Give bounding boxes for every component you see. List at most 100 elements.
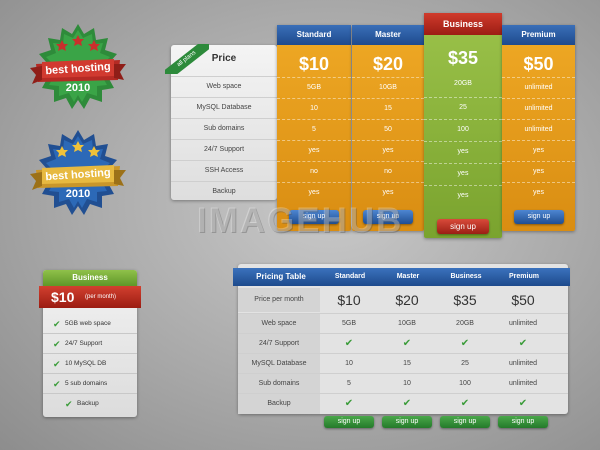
signup-button-premium[interactable]: sign up	[498, 416, 548, 428]
price-label: Price	[211, 53, 237, 64]
feature-item: ✔ Backup	[43, 394, 137, 414]
plan-name: Business	[450, 273, 482, 280]
plan-value: yes	[277, 140, 351, 160]
plan-value: unlimited	[502, 119, 575, 139]
feature-text: Backup	[77, 400, 99, 407]
checkmark-icon: ✔	[344, 398, 354, 409]
plan-value: yes	[502, 161, 575, 181]
checkmark-icon: ✔	[460, 338, 470, 349]
feature-label: 24/7 Support	[171, 139, 277, 159]
table-cell: $35	[453, 292, 477, 308]
bottom-table-header: Pricing Table Standard Master Business P…	[233, 268, 570, 286]
feature-text: 10 MySQL DB	[65, 360, 107, 367]
plan-name: Premium	[502, 25, 575, 45]
feature-text: 5GB web space	[65, 320, 111, 327]
signup-button-standard[interactable]: sign up	[289, 210, 339, 224]
plan-price: $10	[298, 54, 330, 74]
feature-label: MySQL Database	[171, 97, 277, 117]
checkmark-icon: ✔	[53, 319, 61, 329]
plan-name: Business	[424, 13, 502, 35]
table-cell: $50	[511, 292, 535, 308]
plan-name: Standard	[334, 273, 366, 280]
checkmark-icon: ✔	[518, 398, 528, 409]
bottom-table-title: Pricing Table	[256, 272, 306, 281]
feature-label: Sub domains	[171, 118, 277, 138]
plan-value: 25	[424, 97, 502, 117]
signup-button-master[interactable]: sign up	[382, 416, 432, 428]
plan-value: unlimited	[502, 98, 575, 118]
signup-button-business[interactable]: sign up	[437, 219, 489, 234]
signup-button-business[interactable]: sign up	[440, 416, 490, 428]
checkmark-icon: ✔	[518, 338, 528, 349]
table-cell: $10	[337, 292, 361, 308]
feature-item: ✔ 24/7 Support	[43, 334, 137, 354]
card-price: $10	[51, 289, 75, 305]
signup-button-premium[interactable]: sign up	[514, 210, 564, 224]
table-cell: 10GB	[398, 320, 416, 327]
plan-name: Master	[352, 25, 424, 45]
watermark: IMAGEHUB	[196, 201, 404, 240]
table-cell: 25	[461, 360, 469, 367]
business-plan-card: Business $10 (per month) ✔ 5GB web space…	[39, 270, 141, 417]
table-row: Price per month $10 $20 $35 $50	[238, 288, 568, 312]
checkmark-icon: ✔	[460, 398, 470, 409]
table-cell: unlimited	[508, 320, 537, 327]
plan-value: 5GB	[277, 77, 351, 97]
plan-value: 10GB	[352, 77, 424, 97]
table-cell: 20GB	[456, 320, 474, 327]
plan-value: yes	[352, 140, 424, 160]
row-label: Sub domains	[238, 374, 320, 394]
table-row: Sub domains 5 10 100 unlimited	[238, 373, 568, 394]
all-plans-ribbon: all plans	[165, 44, 209, 74]
checkmark-icon: ✔	[402, 338, 412, 349]
badge-year: 2010	[65, 188, 91, 200]
plan-value: 10	[277, 98, 351, 118]
table-cell: 5GB	[341, 320, 356, 327]
feature-labels-column: Price Web space MySQL Database Sub domai…	[171, 45, 277, 200]
table-cell: 10	[345, 360, 353, 367]
signup-button-master[interactable]: sign up	[363, 210, 413, 224]
starburst-icon	[30, 130, 126, 215]
checkmark-icon: ✔	[53, 379, 61, 389]
table-row: 24/7 Support ✔ ✔ ✔ ✔	[238, 333, 568, 354]
feature-text: 5 sub domains	[65, 380, 108, 387]
feature-item: ✔ 10 MySQL DB	[43, 354, 137, 374]
checkmark-icon: ✔	[53, 339, 61, 349]
feature-label: Backup	[171, 181, 277, 201]
plan-value: yes	[502, 140, 575, 160]
plan-value: yes	[424, 185, 502, 205]
plan-value: no	[352, 161, 424, 181]
table-row: MySQL Database 10 15 25 unlimited	[238, 353, 568, 374]
all-plans-label: all plans	[165, 44, 209, 74]
feature-item: ✔ 5GB web space	[43, 314, 137, 334]
row-label: 24/7 Support	[238, 334, 320, 354]
starburst-icon	[30, 24, 126, 109]
table-cell: 5	[347, 380, 351, 387]
plan-column-business: Business $35 20GB 25 100 yes yes yes sig…	[424, 13, 502, 238]
table-cell: unlimited	[508, 360, 537, 367]
best-hosting-badge-blue: best hosting 2010	[28, 128, 128, 218]
plan-column-master: Master $20 10GB 15 50 yes no yes sign up	[352, 25, 424, 231]
plan-name: Master	[396, 273, 420, 280]
table-cell: 100	[459, 380, 471, 387]
card-title: Business	[43, 270, 137, 286]
plan-value: 5	[277, 119, 351, 139]
card-price-band: $10 (per month)	[39, 286, 141, 308]
badge-year: 2010	[65, 82, 91, 94]
table-cell: $20	[395, 292, 419, 308]
plan-price: $35	[447, 48, 479, 68]
feature-label: SSH Access	[171, 160, 277, 180]
signup-button-standard[interactable]: sign up	[324, 416, 374, 428]
table-row: Backup ✔ ✔ ✔ ✔	[238, 393, 568, 414]
plan-name: Premium	[509, 273, 539, 280]
plan-column-standard: Standard $10 5GB 10 5 yes no yes sign up	[277, 25, 351, 231]
plan-price: $50	[523, 54, 554, 74]
checkmark-icon: ✔	[344, 338, 354, 349]
plan-value: yes	[424, 141, 502, 161]
plan-value: 100	[424, 119, 502, 139]
table-cell: 10	[403, 380, 411, 387]
plan-value: yes	[502, 182, 575, 202]
feature-text: 24/7 Support	[65, 340, 103, 347]
table-cell: 15	[403, 360, 411, 367]
plan-value: yes	[424, 163, 502, 183]
